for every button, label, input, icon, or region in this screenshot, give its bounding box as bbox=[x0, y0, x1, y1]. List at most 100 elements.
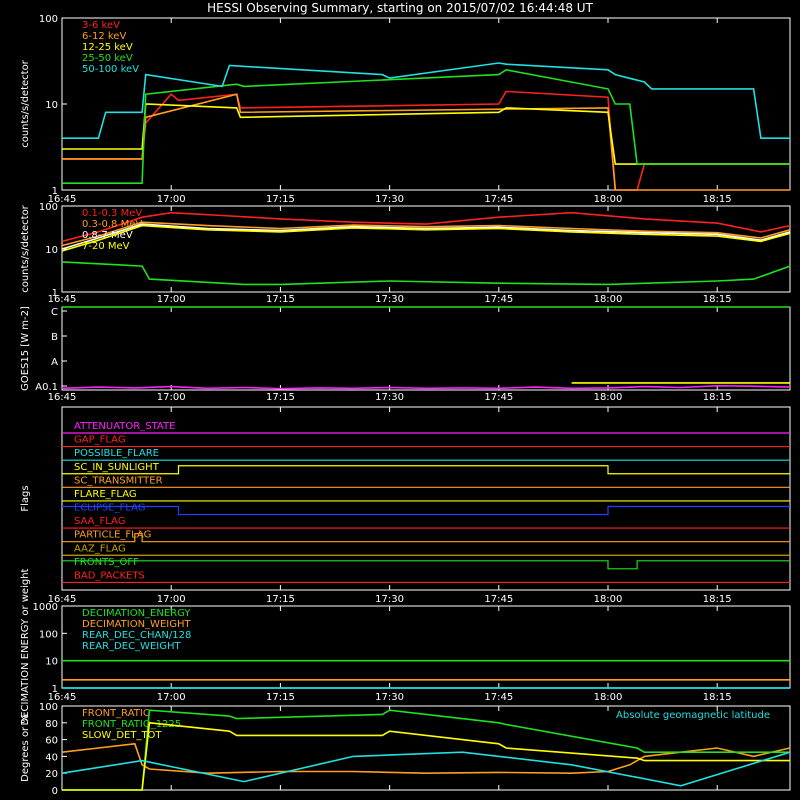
panel-flags-flag-label: POSSIBLE_FLARE bbox=[74, 448, 159, 459]
panel-goes15-time-label: 18:15 bbox=[703, 392, 732, 403]
panel-low-energy-rates-time-label: 17:45 bbox=[484, 194, 513, 205]
panel-flags-flag-label: BAD_PACKETS bbox=[74, 570, 145, 581]
panel-flags-flag-label: PARTICLE_FLAG bbox=[74, 530, 151, 541]
panel-low-energy-rates-time-label: 18:00 bbox=[594, 194, 623, 205]
panel-high-energy-rates-time-label: 18:15 bbox=[703, 294, 732, 305]
panel-decimation-time-label: 18:15 bbox=[703, 692, 732, 703]
panel-flags-time-label: 17:45 bbox=[484, 594, 513, 605]
panel-flags-flag-label: SC_TRANSMITTER bbox=[74, 475, 163, 486]
panel-goes15-ytick-label: B bbox=[51, 332, 58, 343]
panel-high-energy-rates-time-label: 16:45 bbox=[48, 294, 77, 305]
panel-flags-flag-label: SAA_FLAG bbox=[74, 516, 125, 527]
panel-flags-flag-label: ATTENUATOR_STATE bbox=[74, 421, 175, 432]
panel-flags-time-label: 17:30 bbox=[375, 594, 404, 605]
panel-decimation-legend-entry: DECIMATION_ENERGY bbox=[82, 608, 191, 619]
panel-goes15-ytick-label: C bbox=[51, 307, 58, 318]
panel-low-energy-rates-time-label: 18:15 bbox=[703, 194, 732, 205]
panel-flags-flag-line bbox=[62, 560, 790, 570]
panel-decimation-ylabel: DECIMATION ENERGY or weight bbox=[20, 568, 31, 725]
panel-high-energy-rates-time-label: 17:15 bbox=[266, 294, 295, 305]
panel-flags-time-label: 17:15 bbox=[266, 594, 295, 605]
panel-high-energy-rates-legend-entry: 0.1-0.3 MeV bbox=[82, 208, 142, 219]
panel-ratios-series-line bbox=[62, 709, 790, 791]
panel-goes15-frame bbox=[61, 306, 791, 391]
panel-decimation-time-label: 17:45 bbox=[484, 692, 513, 703]
panel-goes15-ylabel: GOES15 [W m-2] bbox=[20, 306, 31, 391]
panel-flags-flag-line bbox=[62, 465, 790, 475]
panel-flags-frame bbox=[61, 406, 791, 591]
panel-decimation-time-label: 17:15 bbox=[266, 692, 295, 703]
panel-high-energy-rates-series-line bbox=[61, 211, 791, 243]
panel-low-energy-rates-ytick-label: 1 bbox=[52, 186, 58, 197]
panel-high-energy-rates-ytick-label: 1 bbox=[52, 288, 58, 299]
panel-decimation-time-label: 16:45 bbox=[48, 692, 77, 703]
panel-high-energy-rates-series-line bbox=[61, 221, 791, 247]
panel-flags-ylabel: Flags bbox=[20, 485, 31, 511]
panel-goes15-time-label: 18:00 bbox=[594, 392, 623, 403]
panel-flags-flag-line bbox=[62, 505, 790, 516]
panel-goes15-time-label: 17:30 bbox=[375, 392, 404, 403]
panel-decimation-legend-entry: REAR_DEC_WEIGHT bbox=[82, 641, 181, 652]
panel-low-energy-rates-series-line bbox=[62, 93, 790, 191]
panel-flags-time-label: 18:15 bbox=[703, 594, 732, 605]
panel-low-energy-rates-series-line bbox=[62, 90, 790, 191]
panel-ratios-legend-entry: SLOW_DET_TOT bbox=[82, 730, 162, 741]
panel-decimation-ytick-label: 1 bbox=[52, 684, 58, 695]
panel-goes15-time-label: 17:00 bbox=[157, 392, 186, 403]
panel-low-energy-rates-time-label: 17:15 bbox=[266, 194, 295, 205]
panel-decimation-time-label: 17:00 bbox=[157, 692, 186, 703]
panel-flags-flag-label: GAP_FLAG bbox=[74, 435, 126, 446]
panel-decimation-time-label: 18:00 bbox=[594, 692, 623, 703]
panel-flags-time-label: 18:00 bbox=[594, 594, 623, 605]
panel-goes15-time-label: 16:45 bbox=[48, 392, 77, 403]
panel-ratios-legend-entry: FRONT_RATIO bbox=[82, 708, 151, 719]
panel-decimation-ytick-label: 10 bbox=[45, 657, 58, 668]
panel-flags-flag-label: ECLIPSE_FLAG bbox=[74, 503, 145, 514]
panel-high-energy-rates-time-label: 17:00 bbox=[157, 294, 186, 305]
panel-decimation-legend-entry: REAR_DEC_CHAN/128 bbox=[82, 630, 191, 641]
panel-high-energy-rates-series-line bbox=[61, 261, 791, 286]
panel-flags-time-label: 16:45 bbox=[48, 594, 77, 605]
panel-goes15-time-label: 17:15 bbox=[266, 392, 295, 403]
panel-high-energy-rates-frame bbox=[61, 205, 791, 293]
panel-high-energy-rates-legend-entry: 7-20 MeV bbox=[82, 241, 130, 252]
panel-goes15-ytick-label: A bbox=[51, 357, 58, 368]
panel-high-energy-rates-ylabel: counts/s/detector bbox=[20, 204, 31, 292]
panel-decimation-legend-entry: DECIMATION_WEIGHT bbox=[82, 619, 191, 630]
panel-ratios-ylabel: Degrees or % bbox=[20, 714, 31, 782]
panel-low-energy-rates-ylabel: counts/s/detector bbox=[20, 59, 31, 147]
panel-high-energy-rates-series-line bbox=[61, 224, 791, 252]
panel-low-energy-rates-series-line bbox=[62, 103, 790, 165]
panel-low-energy-rates-time-label: 16:45 bbox=[48, 194, 77, 205]
panel-flags-flag-line bbox=[62, 533, 790, 543]
panel-ratios-series-line bbox=[61, 751, 791, 787]
panel-ratios-ytick-label: 60 bbox=[45, 736, 58, 747]
panel-decimation-ytick-label: 1000 bbox=[33, 602, 58, 613]
panel-low-energy-rates-legend-entry: 12-25 keV bbox=[82, 42, 133, 53]
panel-low-energy-rates-legend-entry: 6-12 keV bbox=[82, 31, 126, 42]
panel-low-energy-rates-series-line bbox=[62, 62, 790, 139]
panel-flags-flag-label: FRONTS_OFF bbox=[74, 557, 139, 568]
panel-goes15-time-label: 17:45 bbox=[484, 392, 513, 403]
panel-low-energy-rates-ytick-label: 10 bbox=[45, 100, 58, 111]
panel-high-energy-rates-time-label: 17:45 bbox=[484, 294, 513, 305]
panel-flags-flag-label: AAZ_FLAG bbox=[74, 543, 126, 554]
panel-ratios-series-line bbox=[61, 742, 791, 775]
panel-ratios-ytick-label: 40 bbox=[45, 752, 58, 763]
panel-low-energy-rates-time-label: 17:30 bbox=[375, 194, 404, 205]
panel-ratios-ytick-label: 80 bbox=[45, 719, 58, 730]
panel-ratios-ytick-label: 100 bbox=[39, 702, 58, 713]
panel-decimation-time-label: 17:30 bbox=[375, 692, 404, 703]
panel-high-energy-rates-legend-entry: 0.8-7 MeV bbox=[82, 230, 133, 241]
panel-high-energy-rates-time-label: 17:30 bbox=[375, 294, 404, 305]
panel-ratios-ytick-label: 0 bbox=[52, 786, 58, 797]
panel-high-energy-rates-ytick-label: 100 bbox=[39, 202, 58, 213]
panel-goes15-series-line bbox=[61, 384, 791, 390]
panel-high-energy-rates-legend-entry: 0.3-0.8 MeV bbox=[82, 219, 142, 230]
panel-ratios-ytick-label: 20 bbox=[45, 769, 58, 780]
plot-title: HESSI Observing Summary, starting on 201… bbox=[207, 1, 593, 15]
panel-low-energy-rates-time-label: 17:00 bbox=[157, 194, 186, 205]
panel-low-energy-rates-series-line bbox=[62, 68, 790, 184]
panel-goes15-ytick-label: A0.1 bbox=[35, 382, 58, 393]
